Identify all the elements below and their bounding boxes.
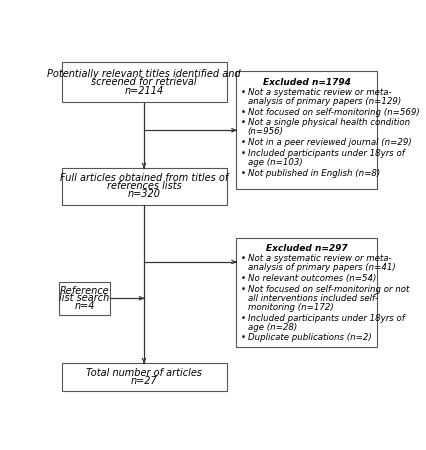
Text: Reference: Reference [60,286,109,296]
Text: •: • [240,118,245,127]
Bar [59,282,110,315]
Text: Not in a peer reviewed journal (n=29): Not in a peer reviewed journal (n=29) [248,138,412,147]
Text: n=4: n=4 [75,301,95,310]
Text: •: • [240,149,245,158]
Bar [61,168,227,205]
Text: analysis of primary papers (n=41): analysis of primary papers (n=41) [248,263,395,272]
Text: Not published in English (n=8): Not published in English (n=8) [248,169,380,178]
Text: •: • [240,333,245,342]
Text: references lists: references lists [106,181,181,191]
Bar [236,71,377,189]
Text: Not focused on self-monitoring or not: Not focused on self-monitoring or not [248,285,409,294]
Text: screened for retrieval: screened for retrieval [91,77,197,87]
Text: monitoring (n=172): monitoring (n=172) [248,303,334,312]
Text: •: • [240,169,245,178]
Text: Included participants under 18yrs of: Included participants under 18yrs of [248,149,404,158]
Text: Not a systematic review or meta-: Not a systematic review or meta- [248,254,391,263]
Text: Included participants under 18yrs of: Included participants under 18yrs of [248,314,404,323]
Text: Total number of articles: Total number of articles [86,368,202,378]
Text: analysis of primary papers (n=129): analysis of primary papers (n=129) [248,97,401,106]
Text: list search: list search [60,293,110,303]
Text: all interventions included self-: all interventions included self- [248,294,378,303]
Text: •: • [240,274,245,283]
Text: •: • [240,108,245,117]
Text: •: • [240,138,245,147]
Text: •: • [240,88,245,97]
Text: n=2114: n=2114 [124,86,164,96]
Text: •: • [240,314,245,323]
Bar [61,363,227,391]
Text: Not a single physical health condition: Not a single physical health condition [248,118,410,127]
Text: n=320: n=320 [127,189,161,199]
Text: Excluded n=297: Excluded n=297 [266,244,348,253]
Text: (n=956): (n=956) [248,127,284,136]
Bar [236,238,377,347]
Text: •: • [240,254,245,263]
Text: •: • [240,285,245,294]
Text: n=27: n=27 [131,376,158,386]
Text: age (n=28): age (n=28) [248,323,297,332]
Text: Not focused on self-monitoring (n=569): Not focused on self-monitoring (n=569) [248,108,420,117]
Text: Not a systematic review or meta-: Not a systematic review or meta- [248,88,391,97]
Text: Duplicate publications (n=2): Duplicate publications (n=2) [248,333,371,342]
Text: age (n=103): age (n=103) [248,158,302,167]
Text: Full articles obtained from titles of: Full articles obtained from titles of [60,173,228,183]
Text: No relevant outcomes (n=54): No relevant outcomes (n=54) [248,274,376,283]
Text: Potentially relevant titles identified and: Potentially relevant titles identified a… [47,68,241,79]
Bar [61,63,227,102]
Text: Excluded n=1794: Excluded n=1794 [263,77,351,86]
